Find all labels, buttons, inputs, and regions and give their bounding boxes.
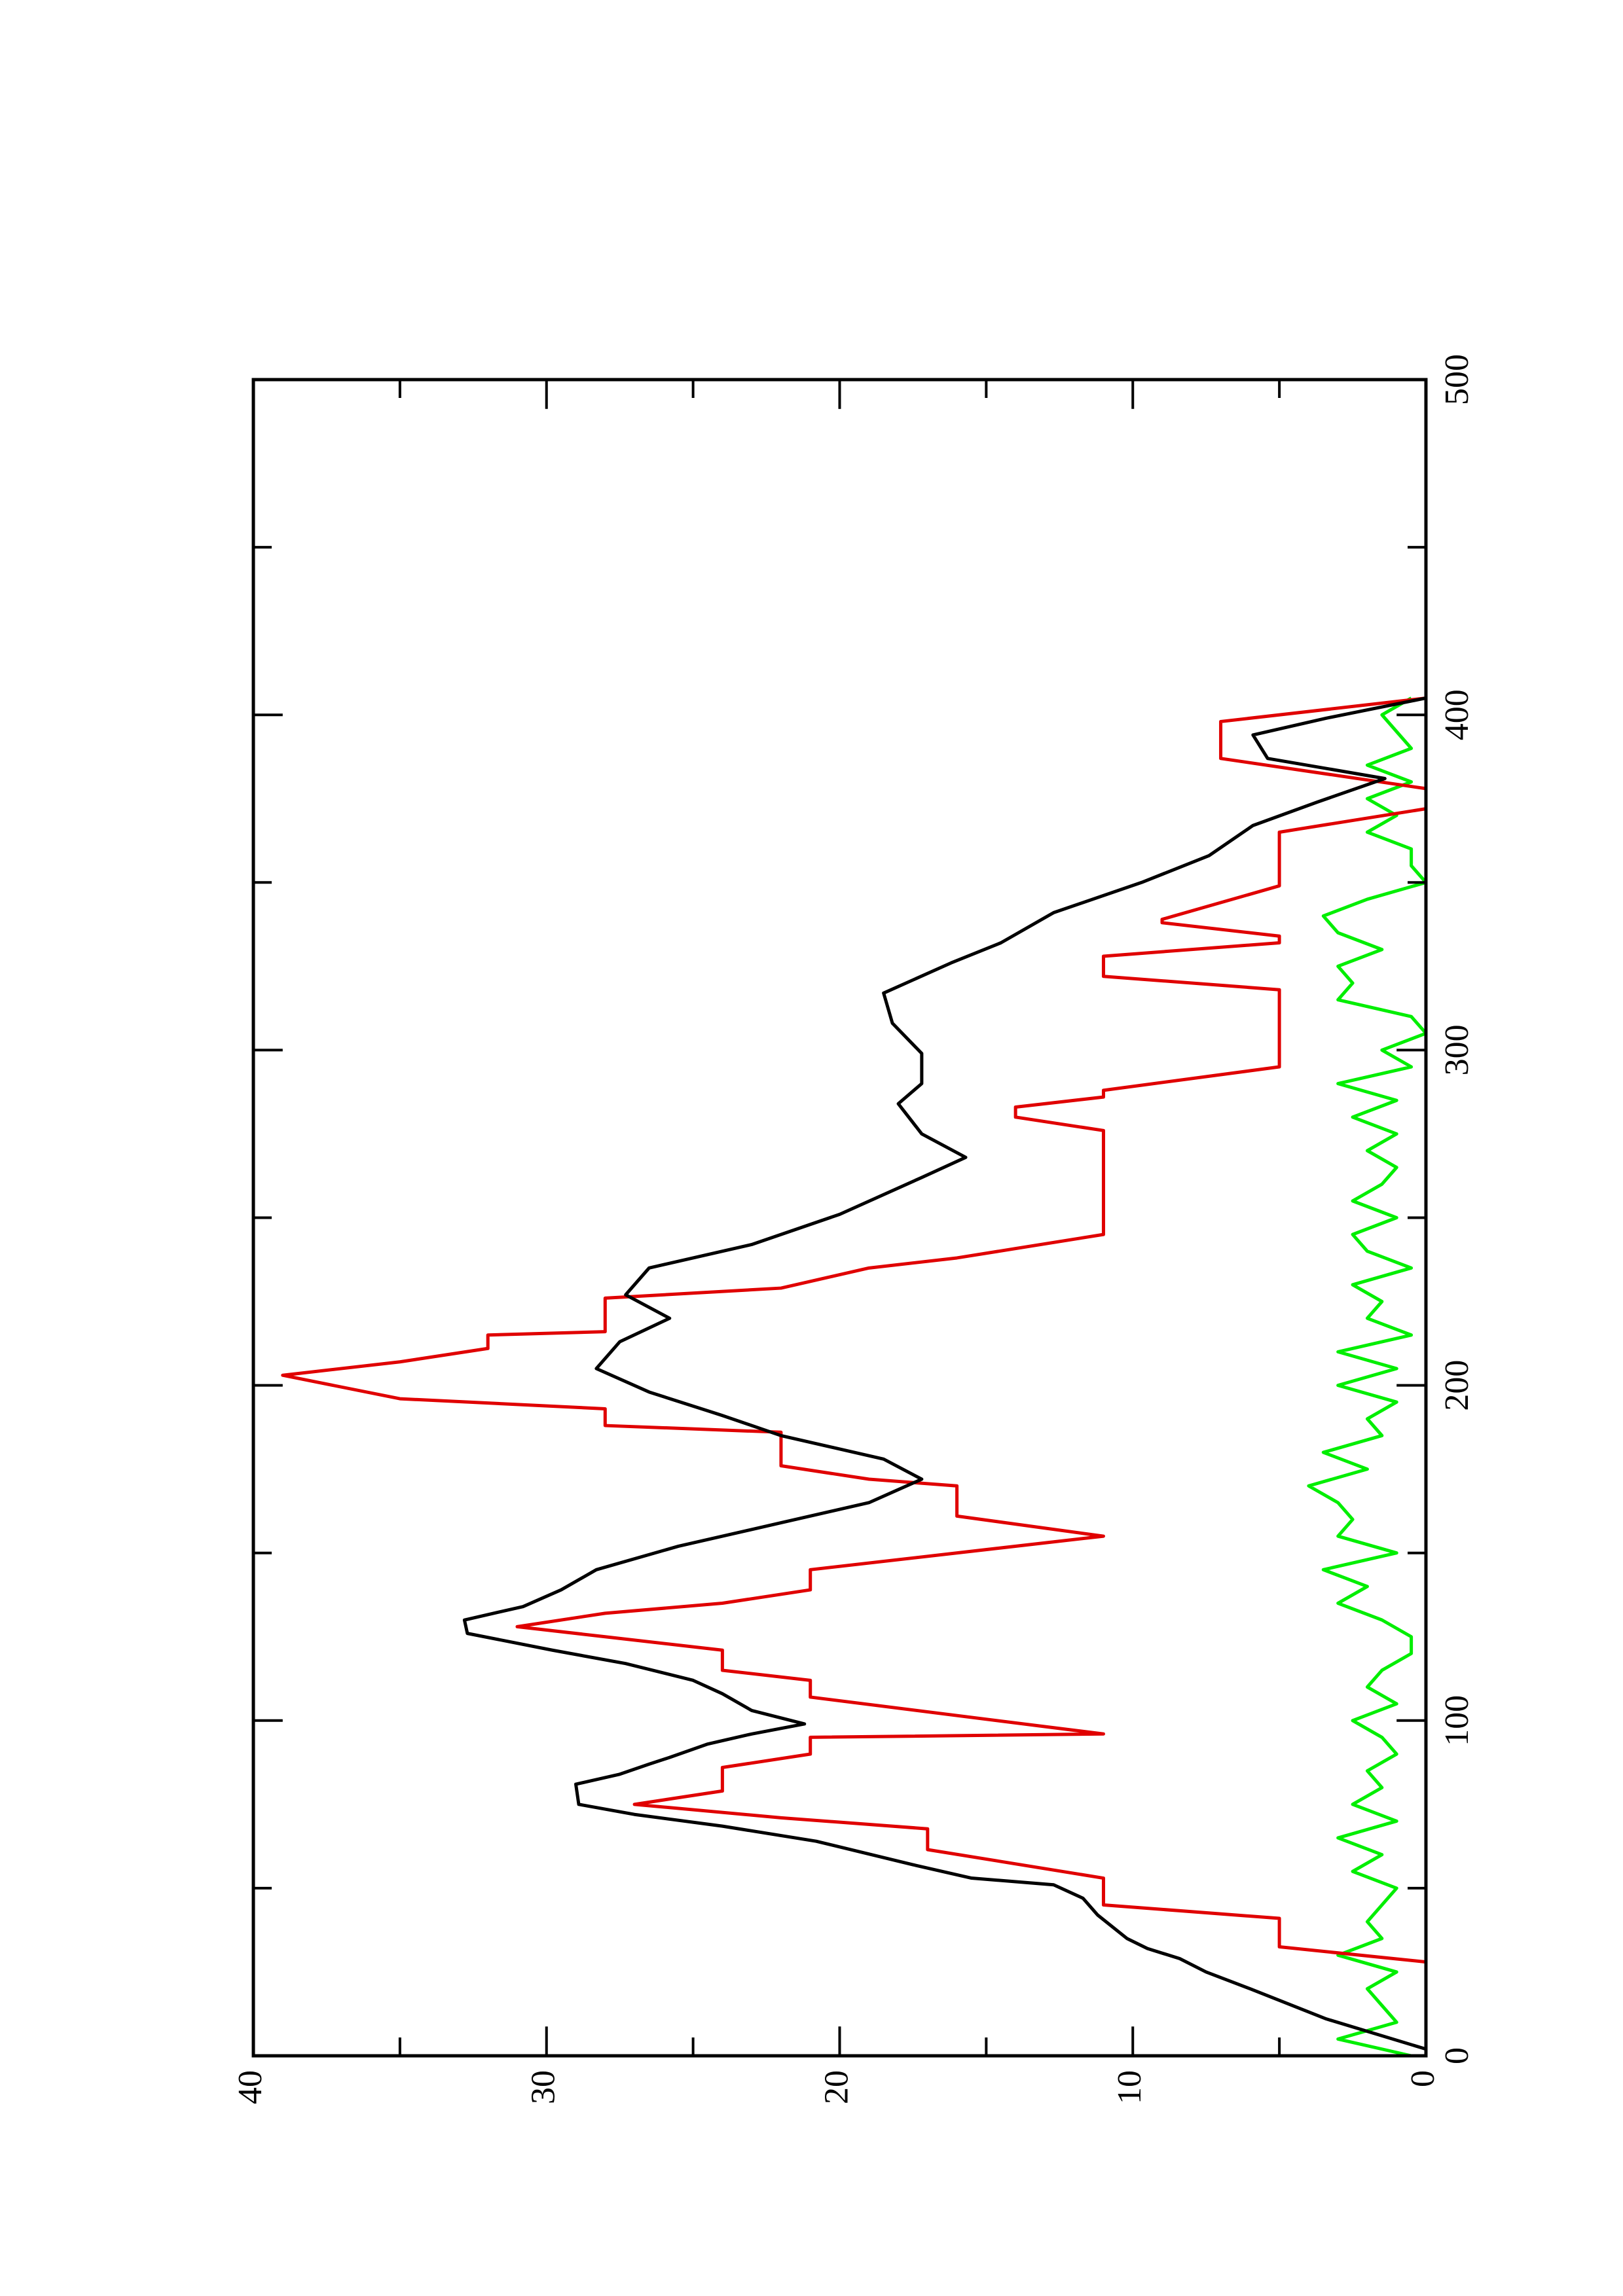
- x-tick-label: 300: [1438, 1024, 1476, 1075]
- data-line: [281, 696, 1428, 1964]
- x-tick-label: 100: [1438, 1695, 1476, 1746]
- x-tick-label: 500: [1438, 354, 1476, 405]
- data-line: [1307, 696, 1428, 2058]
- y-tick-label: 40: [232, 2070, 269, 2104]
- data-line: [462, 696, 1427, 2051]
- plot-frame: [251, 378, 1428, 2058]
- rotated-plot: 0 100 200 300 400 500 0 10 20 30 40: [232, 354, 1476, 2104]
- x-tick-label: 400: [1438, 689, 1476, 740]
- y-tick-label: 10: [1111, 2070, 1148, 2104]
- x-tick-label: 0: [1438, 2047, 1476, 2064]
- y-tick-label: 0: [1404, 2070, 1442, 2087]
- y-tick-label: 30: [525, 2070, 562, 2104]
- x-tick-label: 200: [1438, 1360, 1476, 1411]
- y-tick-label: 20: [818, 2070, 855, 2104]
